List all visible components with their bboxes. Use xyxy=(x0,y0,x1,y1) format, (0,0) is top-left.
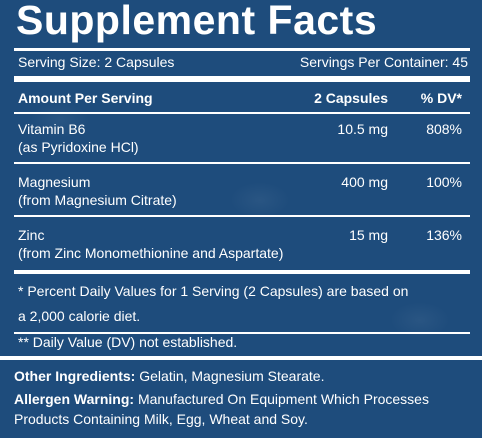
footnote: a 2,000 calorie diet. xyxy=(18,308,141,324)
rule xyxy=(14,48,470,51)
serving-size: Serving Size: 2 Capsules xyxy=(18,54,175,70)
amount: 10.5 mg xyxy=(337,121,388,137)
rule xyxy=(14,332,470,334)
footnote: * Percent Daily Values for 1 Serving (2 … xyxy=(18,283,409,299)
nutrient-name: Magnesium xyxy=(18,174,91,190)
text: Gelatin, Magnesium Stearate. xyxy=(139,368,325,384)
header-cell: % DV* xyxy=(420,90,462,106)
rule xyxy=(0,356,482,360)
title: Supplement Facts xyxy=(16,0,378,43)
nutrient-source: (as Pyridoxine HCl) xyxy=(18,139,139,155)
nutrient-source: (from Magnesium Citrate) xyxy=(18,192,177,208)
label: Allergen Warning: xyxy=(14,391,135,407)
amount: 15 mg xyxy=(349,227,388,243)
footnote: ** Daily Value (DV) not established. xyxy=(18,334,238,350)
rule xyxy=(14,162,470,164)
rule xyxy=(14,270,470,274)
header-cell: 2 Capsules xyxy=(314,90,388,106)
header-cell: Amount Per Serving xyxy=(18,90,153,106)
allergen-warning: Allergen Warning: Manufactured On Equipm… xyxy=(14,391,429,408)
rule xyxy=(14,215,470,217)
rule xyxy=(14,112,470,114)
amount: 400 mg xyxy=(341,174,388,190)
allergen-warning: Products Containing Milk, Egg, Wheat and… xyxy=(14,411,308,427)
nutrient-source: (from Zinc Monomethionine and Aspartate) xyxy=(18,245,284,261)
daily-value: 136% xyxy=(426,227,462,243)
nutrient-name: Zinc xyxy=(18,227,45,243)
label: Other Ingredients: xyxy=(14,368,136,384)
servings-per-container: Servings Per Container: 45 xyxy=(299,54,468,70)
text: Manufactured On Equipment Which Processe… xyxy=(137,391,429,407)
rule xyxy=(14,76,470,82)
nutrient-name: Vitamin B6 xyxy=(18,121,86,137)
other-ingredients: Other Ingredients: Gelatin, Magnesium St… xyxy=(14,368,324,385)
daily-value: 100% xyxy=(426,174,462,190)
daily-value: 808% xyxy=(426,121,462,137)
